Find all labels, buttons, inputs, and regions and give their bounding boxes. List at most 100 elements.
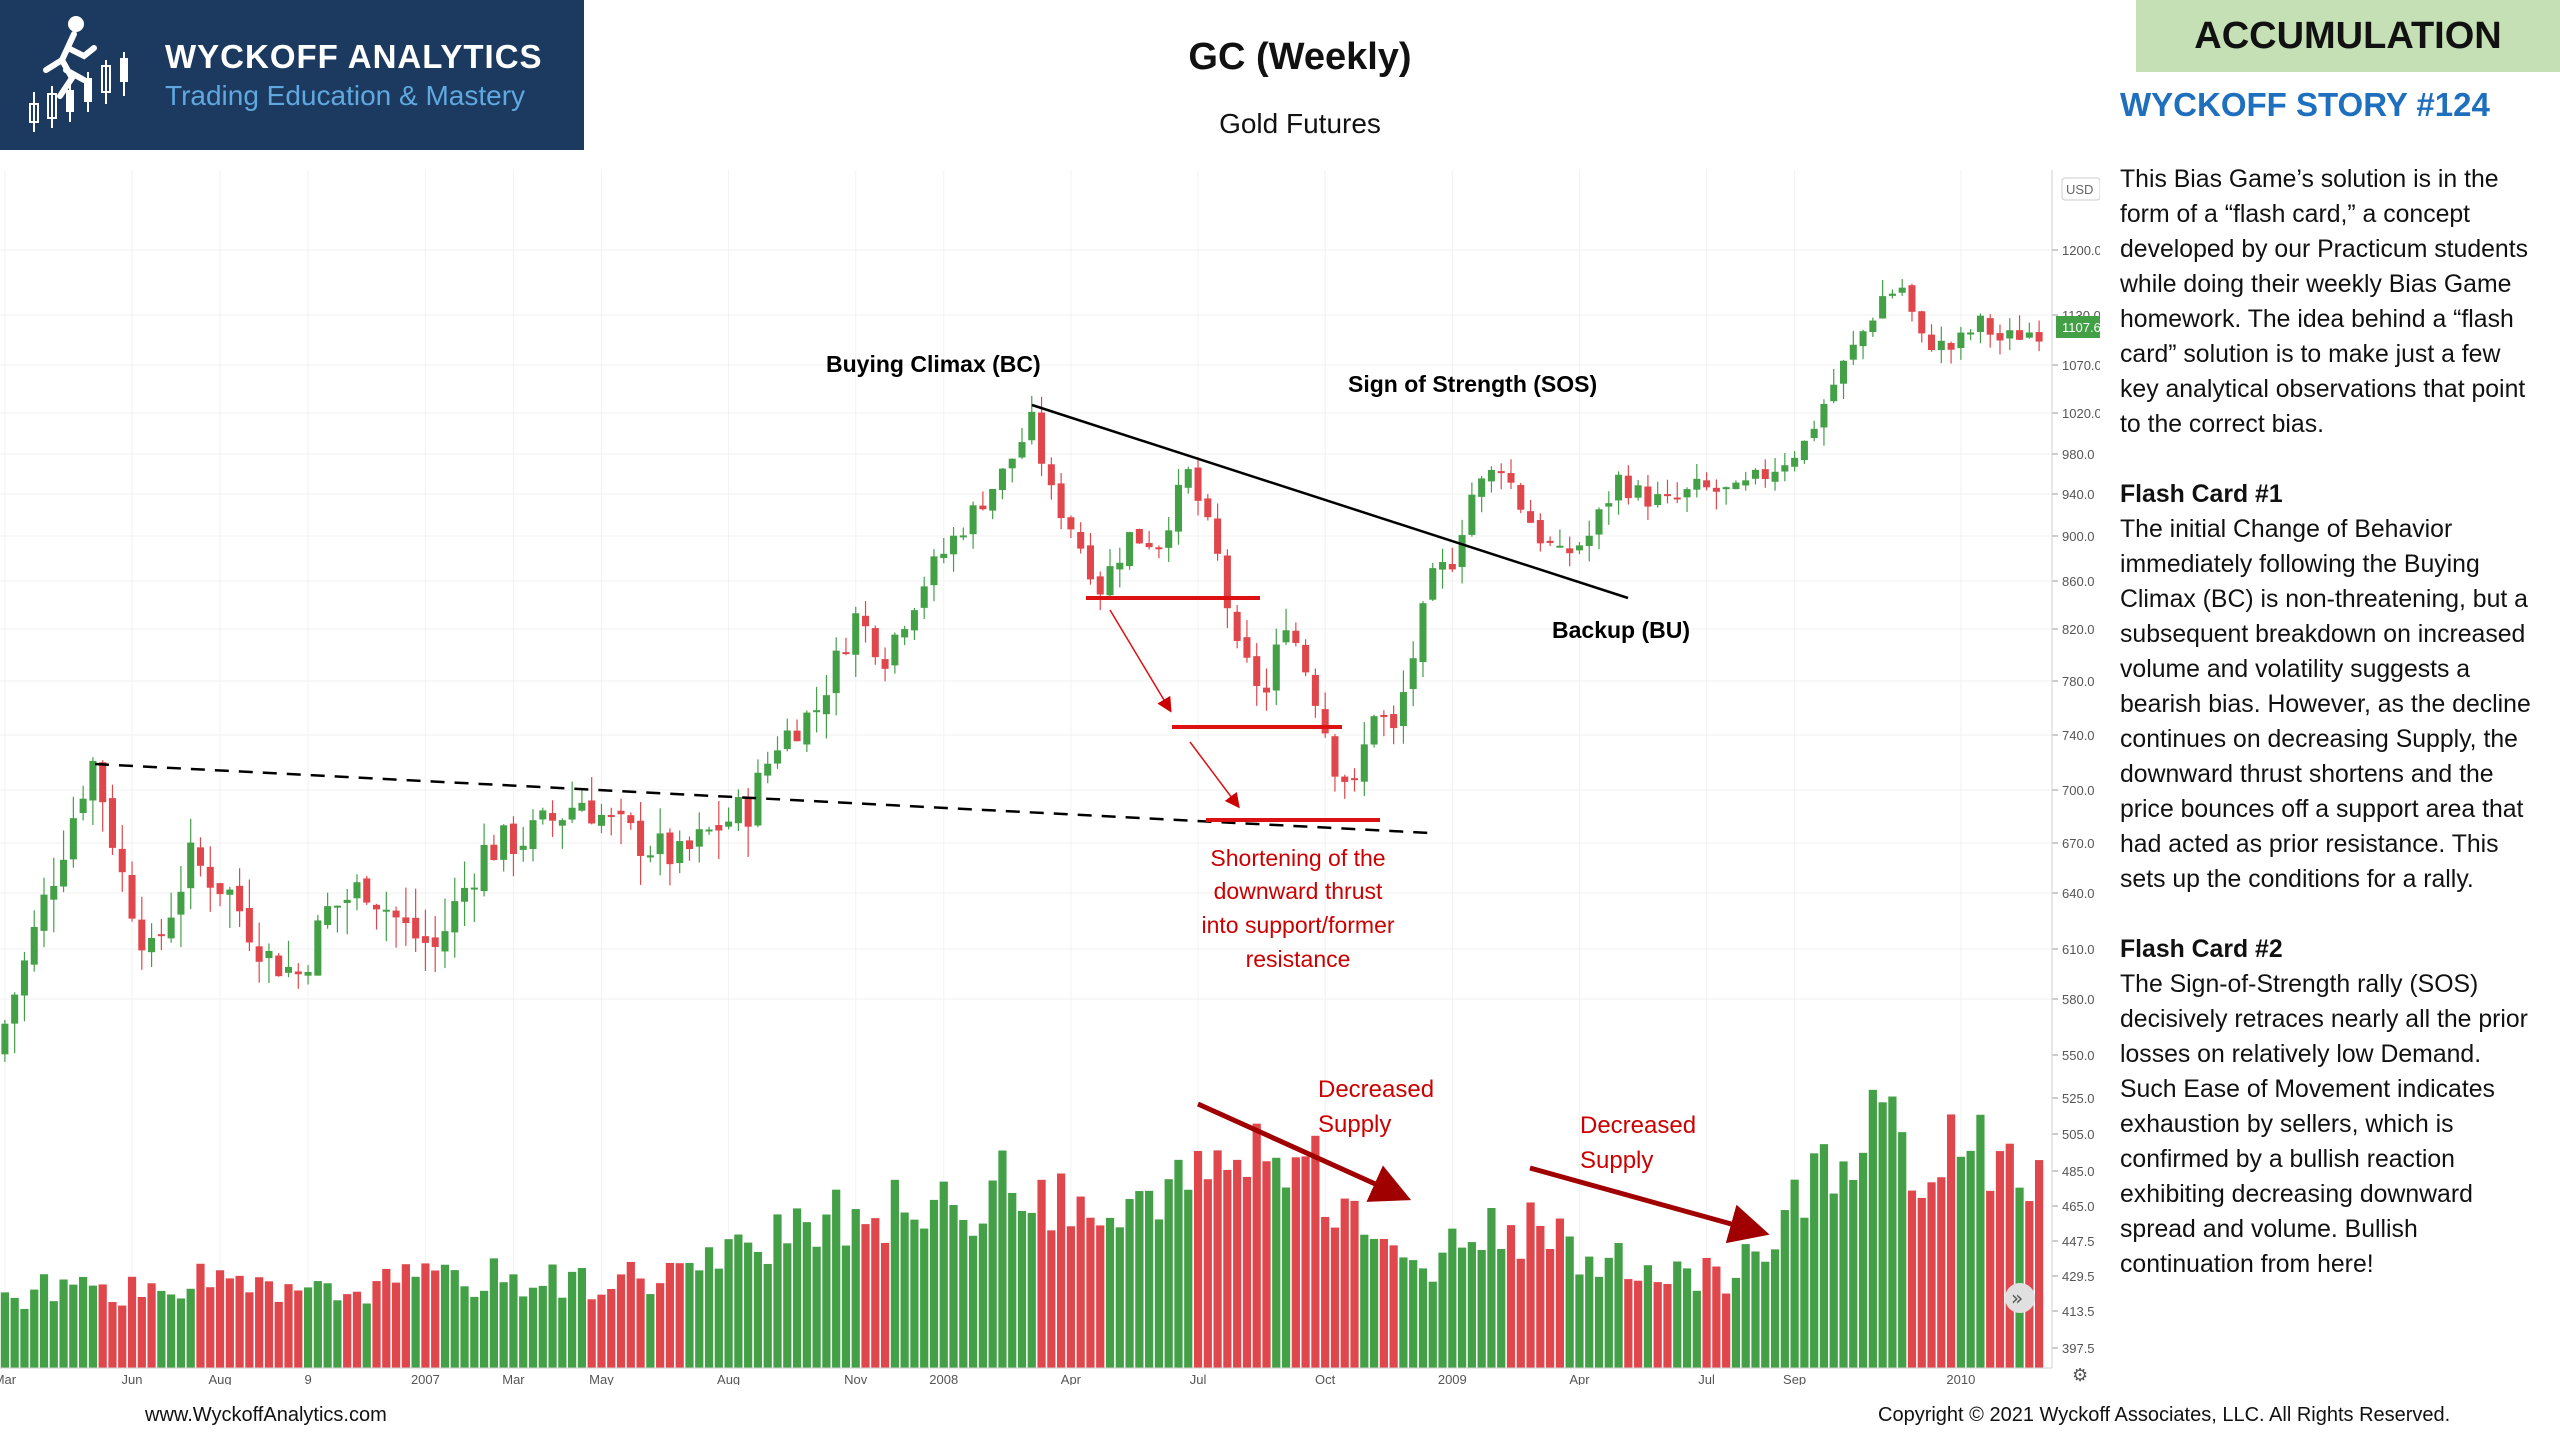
candle: [1595, 507, 1603, 550]
candle: [11, 992, 19, 1054]
volume-bar: [1340, 1198, 1349, 1368]
candle: [284, 940, 293, 978]
story-number: WYCKOFF STORY #124: [2120, 86, 2490, 123]
candle: [1214, 503, 1222, 561]
volume-bar: [577, 1268, 587, 1368]
footer-website: www.WyckoffAnalytics.com: [145, 1404, 387, 1426]
volume-bar: [1839, 1161, 1848, 1368]
logo: WYCKOFF ANALYTICS Trading Education & Ma…: [0, 0, 584, 150]
volume-bar: [1477, 1249, 1486, 1368]
volume-bar: [656, 1283, 665, 1368]
x-tick-label: Oct: [1315, 1372, 1336, 1385]
volume-bar: [499, 1282, 508, 1368]
price-chart[interactable]: 1200.01130.01070.01020.0980.0940.0900.08…: [0, 170, 2100, 1385]
candle: [1800, 440, 1808, 464]
candle: [539, 807, 547, 825]
candle: [1546, 536, 1554, 546]
candle: [1536, 513, 1544, 552]
candle: [30, 910, 38, 972]
flash-card-1-title: Flash Card #1: [2120, 481, 2283, 508]
volume-bar: [1702, 1257, 1711, 1368]
candle: [245, 879, 253, 952]
volume-bar: [861, 1224, 870, 1368]
candle: [1390, 705, 1398, 745]
y-tick-label: 505.0: [2062, 1127, 2095, 1142]
candle: [470, 873, 478, 923]
volume-bar: [1037, 1179, 1046, 1368]
supply-arrow-1: [1196, 1101, 1412, 1202]
candle: [421, 909, 429, 971]
shortening-label: Shortening of the downward thrust into s…: [1201, 845, 1394, 972]
candle: [1028, 395, 1036, 445]
candle: [695, 812, 703, 863]
candle: [862, 601, 870, 643]
candle: [881, 647, 889, 682]
volume-bar: [1008, 1192, 1017, 1368]
volume-bar: [127, 1276, 137, 1368]
chart-subtitle: Gold Futures: [1219, 108, 1381, 139]
candle: [1624, 465, 1632, 505]
candle: [558, 818, 566, 849]
volume-bar: [1682, 1268, 1692, 1368]
volume-bar: [59, 1279, 68, 1368]
candle: [1849, 330, 1857, 365]
candle: [1879, 279, 1887, 319]
volume-bar: [665, 1262, 675, 1368]
volume-bar: [245, 1292, 254, 1368]
volume-bar: [1311, 1135, 1320, 1368]
candle: [989, 488, 997, 520]
volume-bar: [607, 1289, 616, 1368]
candle: [343, 888, 351, 935]
candle: [901, 625, 909, 646]
volume-bar: [1066, 1226, 1076, 1368]
scroll-right-button[interactable]: »: [2005, 1283, 2035, 1313]
x-tick-label: Jul: [1190, 1372, 1207, 1385]
candle: [1976, 313, 1984, 344]
candle: [1712, 479, 1720, 510]
y-tick-label: 1070.0: [2062, 358, 2100, 373]
y-tick-label: 670.0: [2062, 836, 2095, 851]
volume-bar: [1213, 1150, 1222, 1368]
volume-bar: [264, 1281, 274, 1368]
candle: [773, 736, 782, 769]
settings-gear-icon[interactable]: ⚙: [2072, 1365, 2088, 1385]
x-tick-label: Jun: [122, 1372, 143, 1385]
volume-bar: [1868, 1089, 1877, 1368]
candle: [803, 710, 811, 753]
volume-bar: [49, 1301, 58, 1368]
volume-bar: [978, 1223, 987, 1368]
candle: [118, 825, 126, 892]
candle: [617, 798, 625, 845]
candle: [1761, 459, 1769, 488]
candle: [1253, 643, 1261, 706]
volume-bar: [2015, 1187, 2024, 1368]
candle: [832, 637, 840, 716]
candle: [441, 898, 449, 969]
volume-bar: [939, 1181, 948, 1368]
volume-bar: [1741, 1244, 1750, 1368]
volume-bar: [1986, 1190, 1995, 1368]
volume-bar: [1448, 1228, 1457, 1368]
volume-bar: [763, 1263, 772, 1368]
candle: [1507, 459, 1515, 490]
volume-bar: [910, 1219, 919, 1368]
candle: [138, 896, 146, 970]
volume-bar: [890, 1179, 899, 1368]
svg-text:into support/former: into support/former: [1201, 912, 1394, 938]
candle: [373, 903, 381, 930]
volume-bar: [1966, 1150, 1975, 1368]
candle: [1869, 317, 1877, 337]
currency-selector[interactable]: USD: [2061, 177, 2100, 201]
candle: [1448, 547, 1456, 573]
candle: [1311, 668, 1319, 718]
candle: [627, 812, 635, 830]
candle: [1008, 458, 1016, 483]
decreased-supply-label-1: Decreased Supply: [1318, 1076, 1434, 1138]
candle: [187, 818, 195, 910]
volume-bar: [1047, 1230, 1056, 1368]
candle: [2006, 318, 2014, 351]
volume-bar: [1369, 1238, 1379, 1368]
candle: [206, 846, 214, 912]
candle: [1360, 722, 1368, 797]
candle: [1918, 310, 1926, 343]
